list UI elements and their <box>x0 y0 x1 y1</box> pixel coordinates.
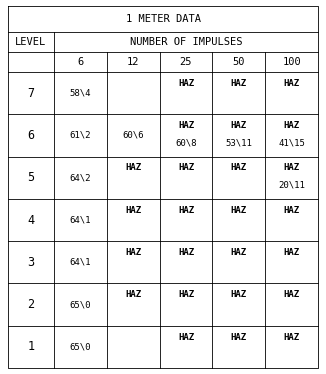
Text: HAZ: HAZ <box>178 290 194 299</box>
Text: 3: 3 <box>27 256 35 269</box>
Text: HAZ: HAZ <box>284 206 300 215</box>
Text: HAZ: HAZ <box>178 163 194 172</box>
Text: LEVEL: LEVEL <box>15 37 47 47</box>
Text: HAZ: HAZ <box>231 206 247 215</box>
Text: 60\8: 60\8 <box>175 138 197 147</box>
Text: 7: 7 <box>27 87 35 99</box>
Text: 61\2: 61\2 <box>70 131 91 140</box>
Text: 60\6: 60\6 <box>123 131 144 140</box>
Text: 5: 5 <box>27 171 35 184</box>
Text: 65\0: 65\0 <box>70 342 91 351</box>
Text: HAZ: HAZ <box>125 206 141 215</box>
Text: HAZ: HAZ <box>231 79 247 88</box>
Text: 6: 6 <box>77 57 83 67</box>
Text: HAZ: HAZ <box>284 332 300 341</box>
Text: HAZ: HAZ <box>178 121 194 130</box>
Text: HAZ: HAZ <box>231 248 247 257</box>
Text: HAZ: HAZ <box>231 121 247 130</box>
Text: 4: 4 <box>27 214 35 227</box>
Text: 64\1: 64\1 <box>70 215 91 224</box>
Text: 41\15: 41\15 <box>278 138 305 147</box>
Text: HAZ: HAZ <box>284 290 300 299</box>
Text: 53\11: 53\11 <box>225 138 252 147</box>
Text: HAZ: HAZ <box>284 121 300 130</box>
Text: HAZ: HAZ <box>284 79 300 88</box>
Text: HAZ: HAZ <box>231 163 247 172</box>
Text: HAZ: HAZ <box>178 332 194 341</box>
Text: HAZ: HAZ <box>125 248 141 257</box>
Text: 64\2: 64\2 <box>70 173 91 182</box>
Text: HAZ: HAZ <box>178 79 194 88</box>
Text: HAZ: HAZ <box>284 163 300 172</box>
Text: 58\4: 58\4 <box>70 89 91 98</box>
Text: NUMBER OF IMPULSES: NUMBER OF IMPULSES <box>130 37 242 47</box>
Text: HAZ: HAZ <box>125 290 141 299</box>
Text: 12: 12 <box>127 57 140 67</box>
Text: 65\0: 65\0 <box>70 300 91 309</box>
Text: HAZ: HAZ <box>178 206 194 215</box>
Text: 2: 2 <box>27 298 35 311</box>
Text: HAZ: HAZ <box>231 290 247 299</box>
Text: 64\1: 64\1 <box>70 258 91 267</box>
Text: 6: 6 <box>27 129 35 142</box>
Text: 1 METER DATA: 1 METER DATA <box>126 14 200 24</box>
Text: 1: 1 <box>27 340 35 353</box>
Text: 50: 50 <box>232 57 245 67</box>
Text: 25: 25 <box>180 57 192 67</box>
Text: 100: 100 <box>282 57 301 67</box>
Text: HAZ: HAZ <box>125 163 141 172</box>
Text: HAZ: HAZ <box>284 248 300 257</box>
Text: 20\11: 20\11 <box>278 181 305 190</box>
Text: HAZ: HAZ <box>178 248 194 257</box>
Text: HAZ: HAZ <box>231 332 247 341</box>
